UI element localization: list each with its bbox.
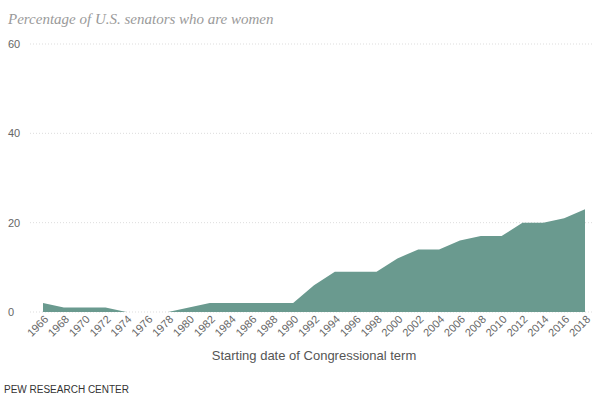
x-tick-label: 2012 (504, 313, 530, 339)
x-tick-label: 1992 (296, 313, 322, 339)
plot-area (43, 209, 585, 312)
x-tick-label: 1986 (233, 313, 259, 339)
x-tick-label: 1990 (275, 313, 301, 339)
grid-line (30, 133, 592, 134)
y-tick-label: 20 (8, 217, 20, 229)
y-tick-label: 60 (8, 38, 20, 50)
x-tick-label: 1976 (129, 313, 155, 339)
x-tick-label: 2016 (546, 313, 572, 339)
x-tick-label: 2004 (421, 313, 447, 339)
y-tick-label: 40 (8, 127, 20, 139)
x-tick-label: 2014 (525, 313, 551, 339)
x-tick-label: 1966 (25, 313, 51, 339)
x-tick-label: 1984 (212, 313, 238, 339)
x-tick-label: 2010 (483, 313, 509, 339)
chart: Percentage of U.S. senators who are wome… (0, 0, 600, 400)
x-tick-label: 1996 (337, 313, 363, 339)
x-tick-label: 1978 (150, 313, 176, 339)
x-tick-label: 1982 (191, 313, 217, 339)
area (43, 209, 585, 312)
x-tick-label: 2008 (462, 313, 488, 339)
x-tick-label: 2006 (442, 313, 468, 339)
grid-line (30, 222, 592, 223)
x-tick-label: 1972 (87, 313, 113, 339)
x-tick-label: 1974 (108, 313, 134, 339)
x-tick-label: 1970 (66, 313, 92, 339)
x-tick-label: 2002 (400, 313, 426, 339)
x-tick-label: 1994 (316, 313, 342, 339)
y-tick-label: 0 (8, 306, 14, 318)
x-tick-label: 1988 (254, 313, 280, 339)
source: PEW RESEARCH CENTER (4, 384, 129, 395)
title: Percentage of U.S. senators who are wome… (7, 11, 274, 27)
grid-line (30, 44, 592, 45)
x-tick-label: 1998 (358, 313, 384, 339)
x-tick-label: 2000 (379, 313, 405, 339)
x-axis-title: Starting date of Congressional term (212, 348, 417, 363)
x-tick-label: 1968 (45, 313, 71, 339)
x-tick-label: 2018 (567, 313, 593, 339)
x-tick-label: 1980 (171, 313, 197, 339)
